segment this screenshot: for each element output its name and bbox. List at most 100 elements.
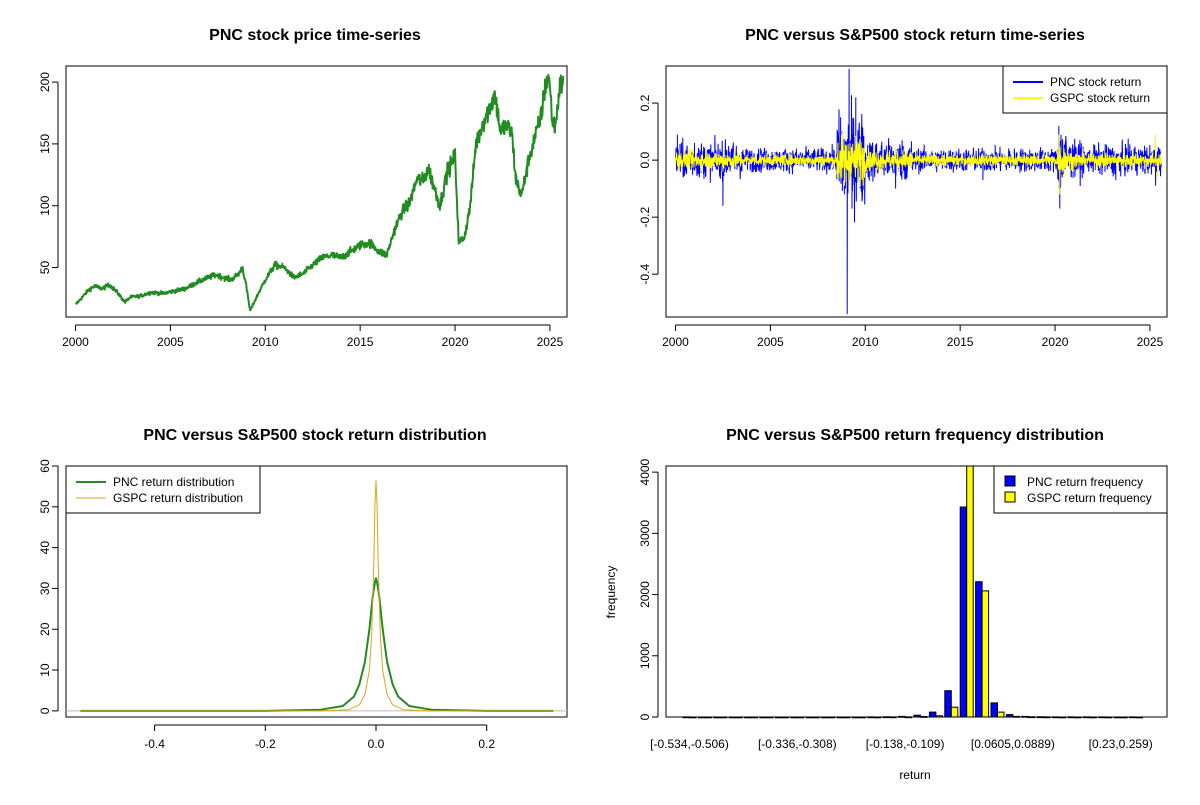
price-x-tick-label: 2010 xyxy=(252,335,279,349)
frequency-x-tick-label: [-0.138,-0.109) xyxy=(866,737,945,751)
pnc-frequency-bar xyxy=(1036,716,1045,719)
pnc-frequency-bar xyxy=(805,716,814,719)
pnc-frequency-bar xyxy=(697,716,706,719)
pnc-frequency-bar xyxy=(744,716,752,719)
pnc-frequency-bar xyxy=(836,716,844,719)
gspc-frequency-bar xyxy=(1012,715,1020,718)
pnc-frequency-bar xyxy=(1129,716,1137,719)
price-x-tick-label: 2005 xyxy=(157,335,184,349)
pnc-frequency-bar xyxy=(790,716,798,719)
gspc-frequency-bar xyxy=(889,716,897,719)
return-ts-x-tick-label: 2005 xyxy=(757,335,784,349)
frequency-x-axis-label: return xyxy=(899,768,930,782)
pnc-price-line xyxy=(74,73,565,312)
legend-swatch-gspc-frequency xyxy=(1004,491,1016,503)
distribution-y-tick-label: 10 xyxy=(38,663,52,677)
gspc-frequency-bar xyxy=(1058,716,1067,719)
gspc-frequency-bar xyxy=(1074,716,1082,719)
return-ts-y-tick-label: 0.0 xyxy=(638,151,652,168)
distribution-y-tick-label: 30 xyxy=(38,581,52,595)
gspc-frequency-bar xyxy=(812,716,820,719)
gspc-frequency-bar xyxy=(966,465,974,718)
price-x-tick-label: 2015 xyxy=(347,335,374,349)
pnc-frequency-bar xyxy=(774,716,783,719)
pnc-return-line xyxy=(675,68,1162,315)
distribution-y-tick-label: 50 xyxy=(38,500,52,514)
frequency-y-axis-label: frequency xyxy=(604,566,618,619)
gspc-frequency-bar xyxy=(750,716,759,719)
gspc-frequency-bar xyxy=(1089,716,1097,719)
return-ts-x-tick-label: 2000 xyxy=(662,335,689,349)
return-ts-panel: PNC versus S&P500 stock return time-seri… xyxy=(638,27,1168,349)
pnc-frequency-bar xyxy=(851,716,860,719)
distribution-x-tick-label: -0.2 xyxy=(255,737,276,751)
gspc-frequency-bar xyxy=(950,706,959,718)
gspc-frequency-bar xyxy=(873,716,882,719)
frequency-y-tick-label: 3000 xyxy=(638,520,652,547)
return-ts-y-tick-label: -0.4 xyxy=(638,264,652,285)
gspc-frequency-bar xyxy=(981,590,990,718)
pnc-frequency-bar xyxy=(1098,716,1106,719)
gspc-frequency-bar xyxy=(1104,716,1113,719)
price-y-tick-label: 200 xyxy=(38,72,52,92)
pnc-frequency-bar xyxy=(1052,716,1060,719)
pnc-frequency-bar xyxy=(882,716,891,719)
gspc-frequency-bar xyxy=(719,716,728,719)
gspc-return-line xyxy=(675,131,1162,195)
price-chart-panel: PNC stock price time-series 2000 2005 2010… xyxy=(38,27,568,349)
pnc-frequency-bar xyxy=(898,715,906,718)
distribution-title: PNC versus S&P500 stock return distribut… xyxy=(143,427,486,444)
frequency-y-tick-label: 2000 xyxy=(638,581,652,608)
return-ts-title: PNC versus S&P500 stock return time-seri… xyxy=(745,27,1085,44)
distribution-panel: PNC versus S&P500 stock return distribut… xyxy=(38,427,568,751)
pnc-frequency-bar xyxy=(913,714,921,718)
price-y-tick-label: 150 xyxy=(38,134,52,154)
price-x-tick-label: 2025 xyxy=(537,335,564,349)
gspc-frequency-bar xyxy=(1043,716,1051,719)
distribution-y-tick-label: 20 xyxy=(38,622,52,636)
gspc-frequency-bar xyxy=(735,716,743,719)
gspc-frequency-bar xyxy=(858,716,866,719)
return-ts-x-tick-label: 2020 xyxy=(1042,335,1069,349)
price-x-tick-label: 2020 xyxy=(442,335,469,349)
price-x-tick-label: 2000 xyxy=(62,335,89,349)
pnc-frequency-bar xyxy=(959,506,968,718)
gspc-frequency-bar xyxy=(1135,716,1144,719)
return-ts-plot-box xyxy=(665,65,1168,318)
pnc-frequency-bar xyxy=(1021,715,1029,718)
pnc-density-line xyxy=(80,577,554,712)
gspc-frequency-bar xyxy=(1120,716,1128,719)
gspc-frequency-bar xyxy=(766,716,774,719)
gspc-frequency-bar xyxy=(904,716,913,719)
return-ts-x-tick-label: 2010 xyxy=(852,335,879,349)
legend-swatch-pnc-frequency xyxy=(1004,475,1016,487)
distribution-x-tick-label: 0.2 xyxy=(478,737,495,751)
pnc-frequency-bar xyxy=(990,702,998,718)
gspc-density-line xyxy=(80,479,554,712)
return-ts-legend: PNC stock return GSPC stock return xyxy=(1002,65,1168,114)
gspc-frequency-bar xyxy=(1027,716,1036,719)
distribution-plot-box xyxy=(65,465,568,718)
distribution-x-tick-label: 0.0 xyxy=(368,737,385,751)
price-y-tick-label: 100 xyxy=(38,195,52,215)
gspc-frequency-bar xyxy=(704,716,712,719)
pnc-frequency-bar xyxy=(1082,716,1091,719)
legend-label-pnc-return: PNC stock return xyxy=(1050,75,1141,89)
gspc-frequency-bar xyxy=(781,716,789,719)
pnc-frequency-bar xyxy=(1113,716,1122,719)
gspc-frequency-bar xyxy=(997,711,1005,718)
frequency-x-tick-label: [-0.336,-0.308) xyxy=(758,737,837,751)
legend-label-gspc-distribution: GSPC return distribution xyxy=(113,491,243,505)
frequency-x-tick-label: [-0.534,-0.506) xyxy=(650,737,729,751)
pnc-frequency-bar xyxy=(713,716,721,719)
pnc-frequency-bar xyxy=(944,690,952,718)
pnc-frequency-bar xyxy=(1067,716,1075,719)
legend-label-pnc-distribution: PNC return distribution xyxy=(113,475,234,489)
pnc-frequency-bar xyxy=(928,711,937,718)
pnc-frequency-bar xyxy=(975,581,983,718)
gspc-frequency-bar xyxy=(920,716,928,718)
pnc-frequency-bar xyxy=(821,716,829,719)
pnc-frequency-bar xyxy=(759,716,767,719)
return-ts-y-tick-label: 0.2 xyxy=(638,94,652,111)
pnc-frequency-bar xyxy=(867,716,875,719)
